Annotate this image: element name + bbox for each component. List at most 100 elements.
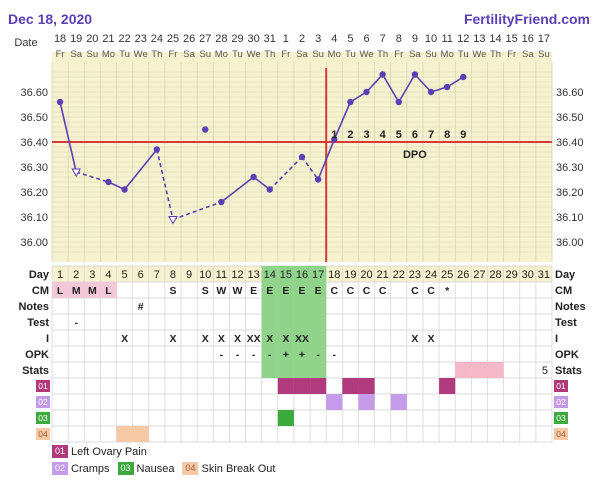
temp-point <box>427 88 435 96</box>
temp-segment <box>301 156 319 180</box>
date-label: 10 <box>425 33 437 45</box>
fertile-cell <box>261 298 278 314</box>
row-label: CM <box>32 285 49 297</box>
fertile-cell <box>310 314 327 330</box>
row-label-right: 02 <box>556 397 566 407</box>
fertile-cell <box>310 346 327 362</box>
row-code-badge <box>36 396 50 408</box>
date-label: 17 <box>538 33 550 45</box>
cell-value: M <box>72 285 81 297</box>
dpo-number: 9 <box>460 129 466 141</box>
fertile-cell <box>277 330 294 346</box>
cell-value: X <box>234 333 241 345</box>
temp-point <box>105 178 112 186</box>
cell-value: 6 <box>138 269 144 281</box>
date-label: 11 <box>441 33 452 45</box>
y-tick-right: 36.40 <box>556 137 584 149</box>
row-label: Day <box>29 269 50 281</box>
fertile-cell <box>261 362 278 378</box>
weekday-label: Sa <box>296 49 308 60</box>
cell-value: - <box>236 349 240 361</box>
temp-segment <box>381 74 400 103</box>
temp-segment <box>220 176 255 203</box>
stats-cell <box>455 362 472 378</box>
temp-segment <box>365 73 384 93</box>
symptom-cell <box>277 378 294 394</box>
date-label: 26 <box>183 33 195 45</box>
dpo-number: 1 <box>331 129 337 141</box>
dpo-number: 7 <box>428 129 434 141</box>
date-label: 14 <box>489 33 501 45</box>
fertile-cell <box>310 330 327 346</box>
fertile-cell <box>310 362 327 378</box>
weekday-label: Tu <box>345 49 356 60</box>
legend-code-03: 03 <box>117 462 134 475</box>
row-label-right: I <box>555 333 558 345</box>
symptom-cell <box>439 378 456 394</box>
temp-segment <box>317 139 336 180</box>
cell-value: 17 <box>312 269 324 281</box>
cell-value: W <box>216 285 226 297</box>
weekday-label: Fr <box>507 49 516 60</box>
fertile-cell <box>277 362 294 378</box>
fertile-cell <box>261 346 278 362</box>
cell-value: 31 <box>538 269 550 281</box>
temp-point <box>395 98 402 106</box>
date-label: 6 <box>363 33 369 45</box>
row-code-badge <box>36 412 50 424</box>
cell-value: S <box>202 285 209 297</box>
y-tick-right: 36.30 <box>556 162 584 174</box>
cell-value: L <box>105 285 112 297</box>
cell-value: E <box>282 285 289 297</box>
legend-code-01: 01 <box>52 445 69 458</box>
fertile-cell <box>293 282 311 298</box>
date-label: 12 <box>457 33 469 45</box>
date-label: 15 <box>506 33 518 45</box>
weekday-label: Su <box>87 49 99 60</box>
cell-value: X <box>218 333 225 345</box>
weekday-label: Su <box>538 49 550 60</box>
temp-point <box>314 176 322 183</box>
fertile-cell <box>277 266 294 282</box>
cell-value: 27 <box>473 269 485 281</box>
cell-value: 26 <box>457 269 469 281</box>
cell-value: - <box>333 349 337 361</box>
symptom-cell <box>132 426 149 442</box>
weekday-label: Th <box>377 49 388 60</box>
temp-point <box>266 186 273 193</box>
temp-point <box>202 126 209 133</box>
row-code-badge <box>36 380 50 392</box>
dpo-number: 2 <box>347 129 353 141</box>
weekday-label: Su <box>425 49 437 60</box>
temp-segment <box>398 74 416 103</box>
weekday-label: Fr <box>394 49 403 60</box>
cell-value: 28 <box>489 269 501 281</box>
legend-text-01: Left Ovary Pain <box>71 445 147 458</box>
cell-value: C <box>363 285 371 297</box>
row-code-badge-right <box>554 380 568 392</box>
cell-value: W <box>233 285 243 297</box>
brand-name: FertilityFriend.com <box>464 11 590 27</box>
temp-point <box>347 98 354 106</box>
cell-value: 11 <box>216 269 227 281</box>
cell-value: X <box>282 333 289 345</box>
cell-value: 4 <box>105 269 111 281</box>
cell-value: + <box>283 349 289 361</box>
row-label-right: Day <box>555 269 576 281</box>
weekday-label: Sa <box>183 49 195 60</box>
temp-point <box>121 186 128 193</box>
fertile-cell <box>310 282 327 298</box>
cell-value: C <box>411 285 419 297</box>
row-label: Test <box>27 317 49 329</box>
row-label: I <box>46 333 49 345</box>
cell-value: * <box>445 285 450 297</box>
temp-point <box>298 153 306 161</box>
y-tick-right: 36.20 <box>556 187 584 199</box>
cell-value: 23 <box>409 269 421 281</box>
date-label: 18 <box>54 33 66 45</box>
date-label: 1 <box>283 33 289 45</box>
weekday-label: Sa <box>409 49 421 60</box>
weekday-label: We <box>359 49 373 60</box>
y-tick-left: 36.00 <box>20 237 48 249</box>
fertile-cell <box>293 314 311 330</box>
